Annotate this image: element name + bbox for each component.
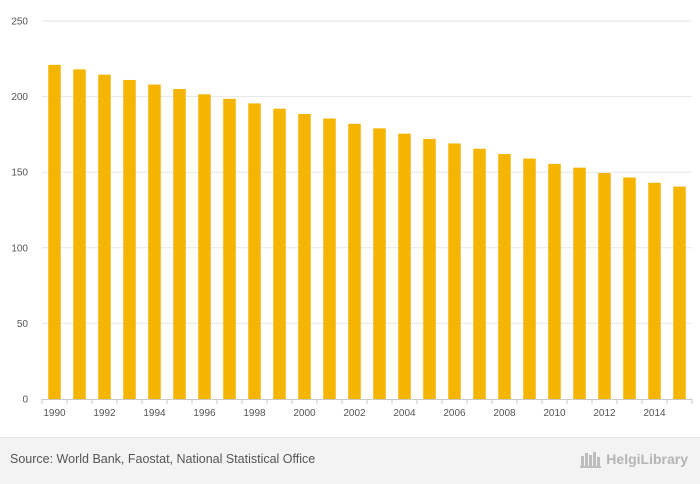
- bar-2013: [623, 177, 636, 399]
- bar-1999: [273, 108, 286, 400]
- x-tick-label: 2010: [543, 408, 566, 419]
- bar-2009: [523, 158, 536, 399]
- bars: [48, 64, 686, 400]
- bar-chart: 0 50 100 150 200 250 1990 1992 1994 1996 1998 2000…: [11, 17, 693, 419]
- y-tick-label: 0: [22, 395, 28, 406]
- bar-2002: [348, 123, 361, 399]
- bar-1992: [98, 74, 111, 400]
- bar-1993: [123, 79, 136, 399]
- bar-1995: [173, 89, 186, 399]
- bar-1990: [48, 64, 61, 400]
- bar-2010: [548, 163, 561, 399]
- bar-1996: [198, 94, 211, 399]
- bar-1998: [248, 103, 261, 400]
- x-tick-label: 2014: [643, 408, 666, 419]
- bar-2001: [323, 118, 336, 400]
- x-axis-ticks: [41, 399, 693, 404]
- x-tick-label: 2006: [443, 408, 466, 419]
- y-tick-label: 150: [11, 168, 28, 179]
- brand-name: HelgiLibrary: [606, 451, 688, 467]
- y-tick-label: 100: [11, 243, 28, 254]
- y-axis-labels: 0 50 100 150 200 250: [11, 17, 28, 406]
- x-tick-label: 1998: [243, 408, 266, 419]
- x-tick-label: 1994: [143, 408, 166, 419]
- x-tick-label: 2002: [343, 408, 366, 419]
- gridlines: [42, 20, 692, 324]
- bar-2012: [598, 172, 611, 399]
- bar-2006: [448, 143, 461, 399]
- library-icon: [580, 452, 602, 468]
- bar-1997: [223, 98, 236, 400]
- source-text: Source: World Bank, Faostat, National St…: [10, 452, 316, 466]
- footer: Source: World Bank, Faostat, National St…: [0, 437, 700, 484]
- brand-logo: HelgiLibrary: [580, 450, 688, 468]
- y-tick-label: 50: [17, 319, 29, 330]
- y-tick-label: 250: [11, 17, 28, 28]
- x-tick-label: 2000: [293, 408, 316, 419]
- bar-2005: [423, 138, 436, 399]
- bar-2003: [373, 128, 386, 400]
- y-tick-label: 200: [11, 92, 28, 103]
- bar-2015: [673, 186, 686, 399]
- x-tick-label: 1996: [193, 408, 216, 419]
- bar-1991: [73, 69, 86, 399]
- x-tick-label: 1992: [93, 408, 116, 419]
- bar-1994: [148, 84, 161, 399]
- bar-2004: [398, 133, 411, 400]
- x-tick-label: 2012: [593, 408, 616, 419]
- x-tick-label: 2008: [493, 408, 516, 419]
- x-tick-label: 1990: [43, 408, 66, 419]
- bar-2014: [648, 182, 661, 399]
- x-axis-labels: 1990 1992 1994 1996 1998 2000 2002 2004 2006 2008…: [43, 408, 666, 419]
- bar-2008: [498, 154, 511, 399]
- bar-2011: [573, 167, 586, 399]
- x-tick-label: 2004: [393, 408, 416, 419]
- bar-2007: [473, 148, 486, 399]
- bar-2000: [298, 113, 311, 399]
